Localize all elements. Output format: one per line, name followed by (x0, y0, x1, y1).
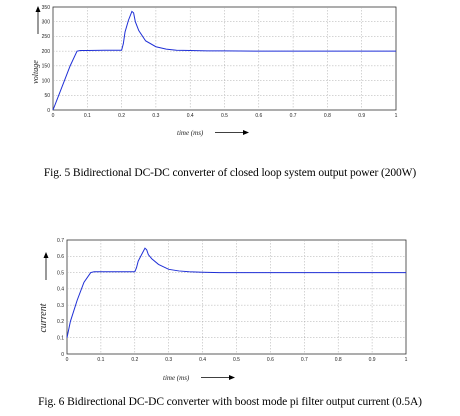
fig5-y-tick-label: 100 (42, 78, 51, 84)
figure-6-caption: Fig. 6 Bidirectional DC-DC converter wit… (38, 396, 422, 408)
fig5-y-tick-label: 250 (42, 34, 51, 40)
fig5-x-tick-label: 0.9 (358, 113, 365, 119)
fig6-series-line (66, 247, 406, 338)
fig6-y-tick-label: 0.5 (57, 270, 64, 276)
fig6-y-axis-label: current (38, 303, 49, 332)
fig6-x-tick-label: 0.8 (335, 357, 342, 363)
fig6-x-tick-label: 0.2 (131, 357, 138, 363)
fig5-series-line (52, 10, 396, 111)
fig5-y-tick-label: 50 (44, 93, 50, 99)
fig6-x-tick-label: 0.3 (165, 357, 172, 363)
fig6-y-tick-label: 0.7 (57, 238, 64, 244)
fig5-x-tick-label: 1 (395, 113, 398, 119)
fig5-y-tick-label: 350 (42, 5, 51, 11)
figure-5: 0 0.1 0.2 0.3 0.4 0.5 0.6 0.7 0.8 0.9 1 0 50 100 150 20… (0, 0, 460, 200)
fig6-y-tick-label: 0 (61, 352, 64, 358)
fig5-x-tick-label: 0.5 (221, 113, 228, 119)
fig6-y-tick-label: 0.6 (57, 254, 64, 260)
figure-5-caption: Fig. 5 Bidirectional DC-DC converter of … (43, 167, 417, 179)
fig6-y-tick-label: 0.2 (57, 319, 64, 325)
fig5-x-tick-label: 0.8 (324, 113, 331, 119)
fig5-y-axis-label: voltage (31, 60, 40, 84)
fig6-x-tick-label: 0.6 (267, 357, 274, 363)
fig5-x-tick-label: 0 (52, 113, 55, 119)
fig5-x-tick-label: 0.6 (255, 113, 262, 119)
fig5-y-tick-label: 300 (42, 20, 51, 26)
figure-6-chart: 0 0.1 0.2 0.3 0.4 0.5 0.6 0.7 0.8 0.9 1 0 0.1 0.2 0.3 0… (38, 238, 408, 382)
fig5-x-axis-label: time (ms) (177, 129, 204, 137)
fig6-x-axis-label: time (ms) (163, 374, 190, 382)
fig5-y-tick-label: 0 (47, 108, 50, 114)
fig6-x-axis-arrow-head (229, 375, 235, 380)
fig6-x-tick-label: 0.7 (301, 357, 308, 363)
fig6-x-tick-label: 0.9 (369, 357, 376, 363)
fig6-y-tick-label: 0.1 (57, 336, 64, 342)
fig6-y-axis-arrow-head (43, 252, 49, 258)
figure-6: 0 0.1 0.2 0.3 0.4 0.5 0.6 0.7 0.8 0.9 1 0 0.1 0.2 0.3 0… (0, 222, 460, 416)
fig6-x-tick-label: 0.4 (199, 357, 206, 363)
fig5-x-tick-label: 0.4 (187, 113, 194, 119)
fig6-x-tick-label: 0.5 (233, 357, 240, 363)
fig5-x-axis-arrow-head (243, 130, 249, 135)
fig6-y-tick-label: 0.4 (57, 287, 64, 293)
fig5-x-tick-label: 0.7 (290, 113, 297, 119)
figure-5-chart: 0 0.1 0.2 0.3 0.4 0.5 0.6 0.7 0.8 0.9 1 0 50 100 150 20… (31, 5, 398, 137)
fig6-x-tick-label: 0.1 (97, 357, 104, 363)
fig5-x-tick-label: 0.3 (152, 113, 159, 119)
fig6-y-tick-label: 0.3 (57, 303, 64, 309)
fig6-x-tick-label: 0 (66, 357, 69, 363)
fig5-y-tick-label: 150 (42, 64, 51, 70)
fig5-x-tick-label: 0.1 (84, 113, 91, 119)
fig5-y-axis-arrow-head (35, 6, 41, 12)
fig5-x-tick-label: 0.2 (118, 113, 125, 119)
fig5-y-tick-label: 200 (42, 49, 51, 55)
fig6-x-tick-label: 1 (405, 357, 408, 363)
